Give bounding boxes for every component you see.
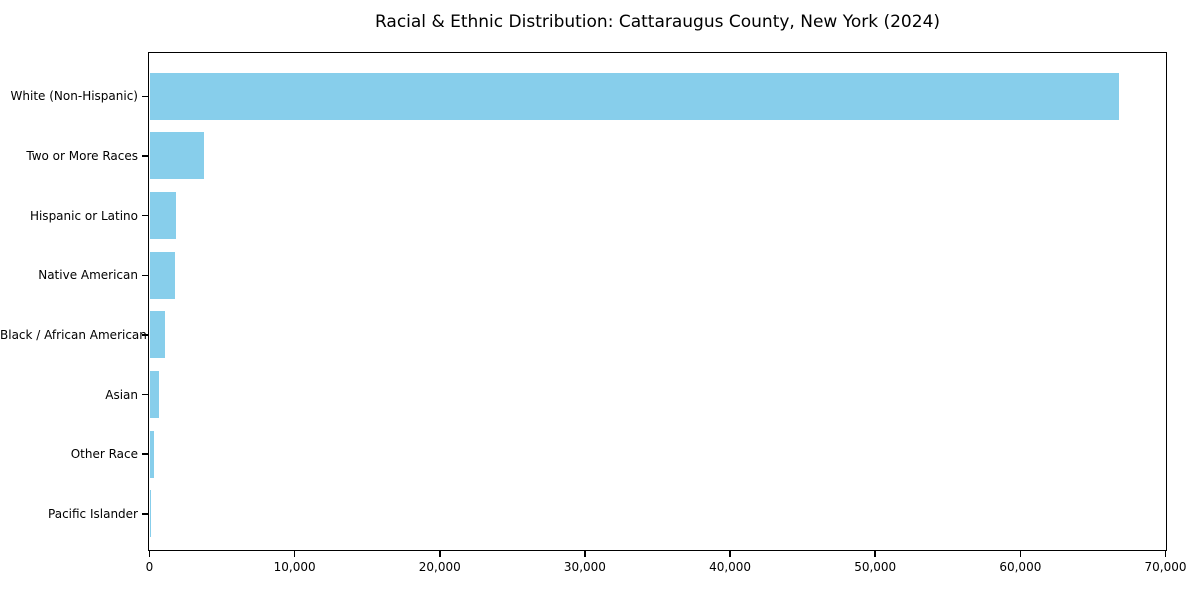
x-tick-mark [293,551,296,557]
y-tick-label: Black / African American [0,327,147,342]
x-tick-label: 40,000 [709,560,752,574]
y-tick-mark [142,334,148,336]
y-tick-label: Two or More Races [26,148,138,163]
y-tick-mark [142,393,148,396]
x-tick-label: 10,000 [273,560,316,574]
x-tick-mark [729,551,731,557]
y-tick-label: Hispanic or Latino [29,208,138,223]
bar [149,430,155,478]
x-tick-mark [439,551,441,557]
x-tick-mark [148,551,151,557]
y-tick-mark [142,274,148,276]
x-tick-label: 20,000 [418,560,461,574]
y-tick-label: Other Race [70,447,138,462]
x-tick-label: 50,000 [854,560,897,574]
x-tick-label: 30,000 [563,560,606,574]
x-tick-label: 0 [145,560,154,574]
bar [149,251,176,299]
bar [149,311,165,359]
bar [149,72,1120,120]
plot-area [148,52,1167,551]
x-tick-mark [1164,551,1167,557]
y-tick-mark [142,453,148,455]
x-tick-mark [874,551,876,557]
y-tick-label: Native American [38,268,138,283]
bar [149,192,176,240]
x-tick-label: 70,000 [1144,560,1187,574]
x-tick-mark [584,551,586,557]
chart-title: Racial & Ethnic Distribution: Cattaraugu… [374,12,941,32]
y-tick-label: Pacific Islander [48,506,138,521]
bar [149,371,159,419]
y-tick-mark [142,513,148,515]
x-tick-mark [1019,551,1022,557]
y-tick-mark [142,155,148,157]
y-tick-mark [142,214,148,217]
y-tick-label: Asian [105,387,138,402]
x-tick-label: 60,000 [999,560,1042,574]
y-tick-mark [142,95,148,98]
bar [149,132,204,180]
y-tick-label: White (Non-Hispanic) [10,89,138,104]
